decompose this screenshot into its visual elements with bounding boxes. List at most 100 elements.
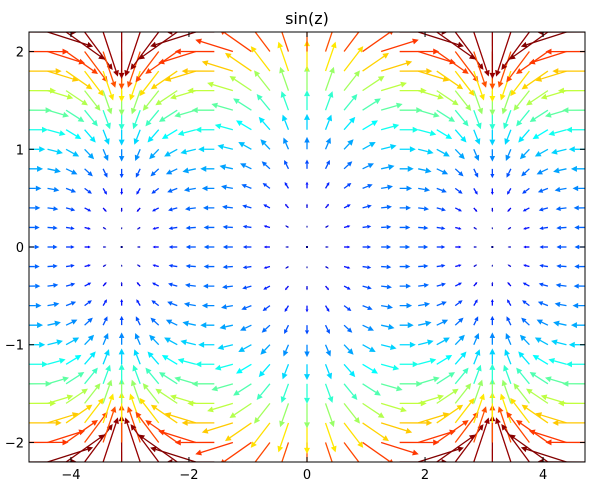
vector-arrow [455,383,471,403]
vector-arrow [29,264,40,269]
vector-arrow [213,4,252,32]
vector-arrow [103,32,119,77]
vector-arrow [211,103,232,110]
vector-arrow [537,169,548,175]
vector-arrow [165,71,196,82]
vector-arrow [474,188,478,194]
vector-arrow [506,149,511,161]
vector-arrow [150,318,158,326]
vector-arrow [523,227,529,230]
vector-arrow [204,264,215,269]
vector-arrow [195,442,233,455]
vector-arrow [539,283,548,287]
vector-arrow [169,264,178,268]
vector-arrow [507,208,510,212]
vector-arrow [548,358,566,364]
vector-arrow [66,245,74,249]
vector-arrow [148,130,159,143]
vector-arrow [437,320,448,326]
vector-arrow [48,264,58,268]
vector-arrow [381,225,391,229]
vector-arrow [180,149,195,155]
vector-arrow [223,225,233,229]
vector-arrow [85,283,92,286]
vector-arrow [474,265,477,267]
vector-arrow [535,337,548,344]
vector-arrow [381,60,412,71]
vector-arrow [474,365,482,384]
vector-arrow [344,46,363,71]
vector-arrow [29,303,41,308]
vector-arrow [184,302,196,307]
vector-arrow [304,364,310,380]
vector-arrow [85,110,98,126]
vector-arrow [523,208,530,211]
vector-arrow [344,161,352,169]
vector-arrow [66,320,77,326]
vector-arrow [153,246,159,249]
vector-arrow [192,107,215,113]
vector-arrow [363,184,373,188]
vector-arrow [285,267,288,269]
vector-arrow [200,166,214,172]
vector-arrow [304,90,310,110]
vector-arrow [400,342,416,348]
vector-arrow [66,110,84,122]
vector-arrow [400,245,411,250]
vector-arrow [344,117,355,130]
vector-arrow [363,325,374,331]
vector-arrow [418,264,428,268]
vector-arrow [400,205,411,210]
vector-arrow [137,246,140,247]
vector-arrow [558,88,585,94]
vector-arrow [136,299,140,305]
vector-arrow [136,188,140,194]
vector-arrow [202,303,214,308]
vector-arrow [491,208,493,212]
vector-arrow [149,335,159,345]
vector-arrow [285,246,288,247]
vector-arrow [121,208,123,212]
vector-arrow [545,439,585,445]
vector-arrow [48,168,61,174]
vector-arrow [121,282,123,286]
vector-arrow [217,144,232,150]
vector-arrow [243,245,251,249]
vector-arrow [363,76,385,91]
vector-arrow [507,188,511,194]
vector-arrow [198,342,214,348]
vector-arrow [304,114,310,130]
vector-arrow [85,208,92,211]
vector-arrow [119,364,125,384]
vector-arrow [400,400,427,406]
vector-arrow [137,282,141,286]
vector-arrow [344,183,351,188]
vector-arrow [326,138,331,150]
vector-arrow [474,333,479,345]
vector-arrow [259,117,270,130]
vector-arrow [203,205,214,210]
vector-arrow [184,187,196,192]
vector-arrow [571,166,585,172]
vector-arrow [263,204,270,207]
vector-arrow [103,365,111,384]
vector-arrow [285,204,289,208]
vector-arrow [283,345,288,357]
vector-arrow [66,405,92,423]
vector-arrow [400,186,412,191]
vector-arrow [285,306,289,312]
vector-arrow [204,225,215,230]
vector-arrow [556,226,566,230]
vector-arrow [437,71,463,89]
vector-arrow [103,227,106,229]
vector-arrow [522,188,529,193]
vector-arrow [437,355,452,364]
vector-arrow [229,76,251,91]
vector-arrow [262,161,270,169]
vector-arrow [537,320,548,326]
vector-arrow [521,169,529,177]
vector-arrow [241,306,251,310]
vector-arrow [103,282,106,286]
vector-arrow [501,424,529,462]
vector-arrow [158,52,196,65]
